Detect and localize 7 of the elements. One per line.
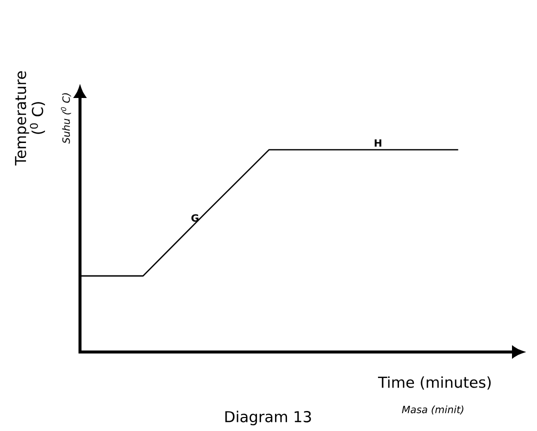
text: Suhu ($^{0}$ C): [60, 93, 72, 144]
text: Masa (minit): [402, 406, 464, 414]
x-axis-title: Time (minutes): [378, 376, 491, 390]
text: H: [374, 139, 382, 147]
annotation: G: [191, 214, 198, 222]
text: Diagram 13: [225, 410, 311, 426]
y-axis-title: Temperature ($^{0}$ C): [15, 71, 45, 166]
